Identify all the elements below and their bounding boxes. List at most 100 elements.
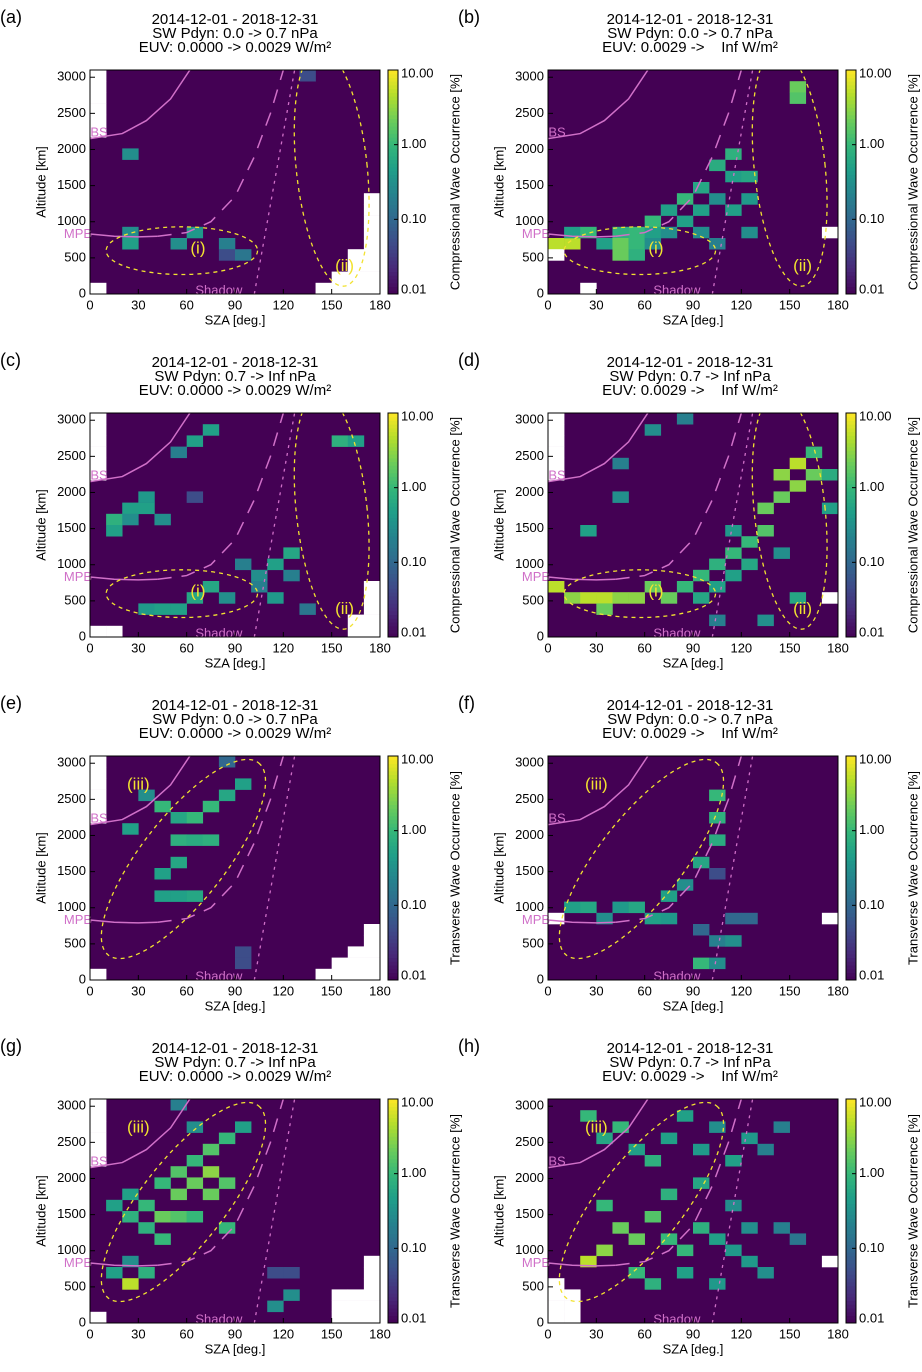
y-tick-label: 500 bbox=[64, 249, 86, 264]
colorbar-step bbox=[846, 1140, 856, 1145]
colorbar-step bbox=[388, 491, 398, 496]
colorbar-step bbox=[846, 1248, 856, 1253]
colorbar-step bbox=[846, 938, 856, 944]
colorbar-step bbox=[388, 1300, 398, 1305]
y-axis-label: Altitude [km] bbox=[491, 1175, 506, 1247]
colorbar-step bbox=[846, 1308, 856, 1313]
cell bbox=[218, 1222, 236, 1234]
cell bbox=[170, 812, 187, 824]
colorbar-step bbox=[388, 178, 398, 183]
chart-title: 2014-12-01 - 2018-12-31 bbox=[152, 697, 319, 714]
cells bbox=[548, 81, 838, 294]
mpb-curve bbox=[90, 1262, 158, 1267]
cell bbox=[741, 536, 758, 548]
colorbar-step bbox=[846, 782, 856, 787]
colorbar-step bbox=[846, 84, 856, 90]
colorbar-step bbox=[846, 1252, 856, 1257]
y-tick-label: 2500 bbox=[57, 105, 86, 120]
colorbar-step bbox=[388, 920, 398, 925]
colorbar-step bbox=[388, 532, 398, 537]
x-tick-label: 60 bbox=[179, 983, 193, 998]
colorbar-step bbox=[846, 256, 856, 261]
colorbar-step bbox=[846, 133, 856, 138]
shadow-line bbox=[253, 1099, 296, 1323]
colorbar-step bbox=[846, 756, 856, 761]
colorbar-tick-label: 0.10 bbox=[401, 897, 426, 912]
x-tick-label: 60 bbox=[637, 640, 651, 655]
cell bbox=[709, 957, 726, 970]
colorbar-step bbox=[846, 77, 856, 82]
colorbar-step bbox=[388, 1192, 398, 1197]
colorbar-step bbox=[846, 461, 856, 466]
shadow-line bbox=[711, 1099, 754, 1323]
x-tick-label: 120 bbox=[272, 1326, 294, 1341]
colorbar-step bbox=[388, 469, 398, 474]
colorbar-tick-label: 10.00 bbox=[401, 751, 434, 766]
colorbar-step bbox=[846, 446, 856, 451]
colorbar-step bbox=[388, 170, 398, 176]
chart-title: SW Pdyn: 0.0 -> 0.7 nPa bbox=[607, 25, 773, 42]
colorbar-step bbox=[388, 924, 398, 929]
y-tick-label: 2500 bbox=[57, 791, 86, 806]
colorbar-step bbox=[846, 159, 856, 164]
colorbar-step bbox=[388, 946, 398, 951]
colorbar-step bbox=[388, 1181, 398, 1186]
colorbar-step bbox=[846, 238, 856, 243]
cell bbox=[90, 81, 107, 93]
colorbar-step bbox=[846, 793, 856, 798]
x-tick-label: 150 bbox=[321, 1326, 343, 1341]
colorbar-step bbox=[388, 510, 398, 515]
cell bbox=[628, 249, 645, 261]
colorbar-step bbox=[388, 614, 398, 619]
colorbar-step bbox=[846, 126, 856, 131]
colorbar-step bbox=[388, 819, 398, 824]
colorbar-step bbox=[388, 838, 398, 843]
cell bbox=[283, 569, 300, 582]
colorbar-step bbox=[846, 1304, 856, 1309]
colorbar-step bbox=[846, 562, 856, 567]
colorbar-step bbox=[388, 208, 398, 213]
y-tick-label: 1000 bbox=[515, 1242, 544, 1257]
colorbar-step bbox=[846, 603, 856, 608]
cell bbox=[235, 1121, 252, 1133]
x-axis-label: SZA [deg.] bbox=[205, 655, 266, 670]
colorbar-step bbox=[846, 789, 856, 794]
colorbar-step bbox=[846, 935, 856, 940]
cell bbox=[138, 1222, 155, 1234]
y-tick-label: 1500 bbox=[57, 177, 86, 192]
colorbar-step bbox=[388, 1125, 398, 1130]
y-tick-label: 500 bbox=[522, 249, 544, 264]
x-axis-label: SZA [deg.] bbox=[205, 1341, 266, 1356]
cell bbox=[347, 968, 365, 980]
cell bbox=[773, 1222, 790, 1234]
colorbar-step bbox=[388, 592, 398, 597]
colorbar-step bbox=[388, 167, 398, 172]
colorbar-step bbox=[846, 1099, 856, 1104]
cell bbox=[725, 1199, 742, 1212]
colorbar-tick-label: 0.01 bbox=[859, 281, 884, 296]
shadow-line bbox=[711, 70, 754, 294]
cell bbox=[693, 226, 710, 239]
colorbar-step bbox=[388, 1237, 398, 1242]
colorbar-step bbox=[388, 1203, 398, 1208]
colorbar-label: Compressional Wave Occurrence [%] bbox=[905, 74, 920, 290]
cell bbox=[283, 547, 300, 559]
chart-title: 2014-12-01 - 2018-12-31 bbox=[607, 697, 774, 714]
y-tick-label: 1500 bbox=[57, 520, 86, 535]
chart-title: EUV: 0.0000 -> 0.0029 W/m² bbox=[139, 725, 331, 742]
colorbar-step bbox=[388, 782, 398, 787]
x-tick-label: 90 bbox=[686, 297, 700, 312]
x-axis-label: SZA [deg.] bbox=[205, 998, 266, 1013]
x-tick-label: 30 bbox=[589, 640, 603, 655]
annotation: MPB bbox=[64, 569, 92, 584]
colorbar-step bbox=[388, 1136, 398, 1141]
colorbar-step bbox=[846, 245, 856, 250]
colorbar-frame bbox=[387, 412, 399, 638]
colorbar-step bbox=[846, 856, 856, 862]
colorbar-tick-label: 1.00 bbox=[401, 1165, 426, 1180]
colorbar-step bbox=[388, 457, 398, 463]
cell bbox=[564, 1289, 581, 1301]
colorbar-step bbox=[388, 1106, 398, 1111]
